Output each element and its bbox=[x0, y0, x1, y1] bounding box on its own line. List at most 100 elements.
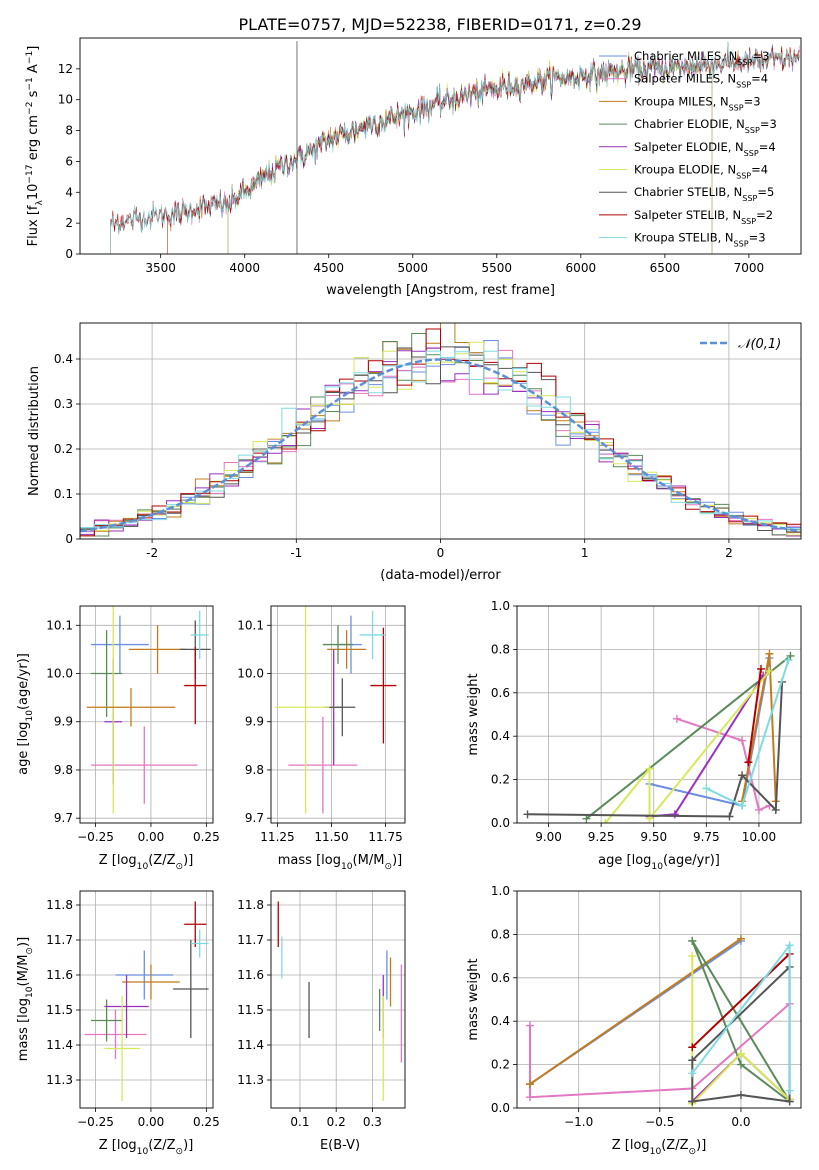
legend-label-kroupa_stelib-part: =3 bbox=[749, 231, 766, 245]
legend-label-salpeter_stelib-part: SSP bbox=[741, 216, 756, 225]
weight_vs_Z-frame bbox=[516, 890, 802, 1109]
weight_vs_Z-xlabel-part: Z [log bbox=[612, 1138, 650, 1153]
weight_vs_age-xtick-label: 9.00 bbox=[535, 830, 562, 844]
weight_vs_age-line-kroupa_elodie bbox=[604, 670, 771, 823]
weight_vs_age-axes: 9.00 9.25 9.50 9.75 10.00 0.0 0.2 0.4 0.6 0.8 1.0 bbox=[491, 599, 802, 844]
age_vs_mass-xtick-label: 11.75 bbox=[368, 830, 402, 844]
age_vs_mass-xlabel-part: 10 bbox=[341, 862, 353, 872]
spectrum-ytick-label: 0 bbox=[65, 247, 73, 261]
mass_vs_Z-point-chabrier_stelib bbox=[173, 940, 209, 1038]
residual_hist-frame bbox=[79, 322, 802, 540]
spectrum-ylabel-part: erg cm bbox=[26, 115, 41, 164]
spectrum-xtick-label: 4500 bbox=[313, 261, 344, 275]
mass_vs_ebv-ytick-label: 11.7 bbox=[237, 933, 264, 947]
spectrum-series-kroupa_stelib bbox=[110, 41, 800, 254]
legend-label-chabrier_miles-part: =3 bbox=[752, 49, 769, 63]
mass_vs_Z-xtick-label: −0.25 bbox=[77, 1115, 114, 1129]
age_vs_mass-xtick-label: 11.50 bbox=[314, 830, 348, 844]
weight_vs_age-marker-chabrier_stelib bbox=[738, 771, 747, 780]
weight_vs_age-marker-kroupa_miles bbox=[765, 649, 774, 658]
age_vs_mass-point-chabrier_stelib bbox=[329, 678, 356, 737]
weight_vs_age-ylabel: mass weight bbox=[466, 673, 481, 755]
residual_hist-ytick-label: 0 bbox=[65, 532, 73, 546]
mass_vs_Z-point-kroupa_stelib bbox=[190, 929, 209, 958]
weight_vs_age-line-salpeter_miles bbox=[676, 717, 770, 812]
legend-label-salpeter_miles-part: =4 bbox=[751, 72, 768, 86]
weight_vs_Z-marker-kroupa_miles bbox=[736, 934, 745, 943]
spectrum-ytick-label: 12 bbox=[58, 62, 73, 76]
age_vs_mass-ytick-label: 9.7 bbox=[245, 811, 264, 825]
residual_hist-ytick-label: 0.2 bbox=[54, 442, 73, 456]
weight_vs_Z-xlabel-part: (Z/Z bbox=[661, 1138, 688, 1153]
age_vs_mass-axes: 11.25 11.50 11.75 9.7 9.8 9.9 10.0 10.1 bbox=[237, 605, 406, 844]
mass_vs_Z-ylabel-part: mass [log bbox=[16, 998, 31, 1061]
residual_hist-ytick-label: 0.1 bbox=[54, 487, 73, 501]
mass_vs_Z-ylabel: mass [log10(M/M⊙)] bbox=[16, 937, 35, 1061]
weight_vs_age-xtick-label: 9.25 bbox=[588, 830, 615, 844]
age_vs_Z-ytick-label: 10.0 bbox=[46, 667, 73, 681]
weight_vs_Z-marker-chabrier_elodie bbox=[736, 1060, 745, 1069]
spectrum-legend: Chabrier MILES, NSSP=3 Salpeter MILES, NS… bbox=[599, 49, 777, 248]
mass_vs_Z-xlabel-part: (Z/Z bbox=[148, 1138, 175, 1153]
weight_vs_Z-line-chabrier_elodie bbox=[691, 940, 791, 1103]
age_vs_Z-frame bbox=[79, 605, 214, 824]
mass_vs_ebv-xtick-label: 0.2 bbox=[327, 1115, 346, 1129]
legend-label-kroupa_miles-part: Kroupa MILES, N bbox=[634, 94, 729, 108]
age_vs_Z-xtick-label: −0.25 bbox=[77, 830, 114, 844]
spectrum-xtick-label: 5500 bbox=[482, 261, 513, 275]
weight_vs_age-ytick-label: 0.2 bbox=[491, 773, 510, 787]
age_vs_mass-point-chabrier_elodie bbox=[322, 625, 354, 664]
weight_vs_Z-xtick-label: −1.0 bbox=[564, 1115, 593, 1129]
mass_vs_Z-point-salpeter_stelib bbox=[184, 901, 207, 947]
spectrum-ytick-label: 4 bbox=[65, 185, 73, 199]
legend-label-kroupa_miles-part: SSP bbox=[729, 103, 744, 112]
mass_vs_Z-ytick-label: 11.4 bbox=[46, 1038, 73, 1052]
weight_vs_age-plot-area bbox=[517, 606, 801, 823]
age_vs_mass-ytick-label: 9.8 bbox=[245, 763, 264, 777]
figure-title: PLATE=0757, MJD=52238, FIBERID=0171, z=0… bbox=[238, 15, 641, 34]
mass_vs_ebv-ytick-label: 11.4 bbox=[237, 1038, 264, 1052]
weight_vs_age-frame bbox=[516, 605, 802, 824]
spectrum-ylabel-part: A bbox=[26, 64, 41, 77]
weight_vs_Z-xtick-label: 0.0 bbox=[731, 1115, 750, 1129]
spectrum-xtick-label: 6500 bbox=[650, 261, 681, 275]
age_vs_mass-ytick-label: 10.1 bbox=[237, 618, 264, 632]
legend-label-kroupa_stelib-part: SSP bbox=[734, 239, 749, 248]
legend-label-chabrier_miles: Chabrier MILES, NSSP=3 bbox=[634, 49, 769, 67]
weight_vs_Z-marker-chabrier_stelib bbox=[688, 1097, 697, 1106]
weight_vs_Z-line-kroupa_miles bbox=[529, 937, 742, 1085]
age_vs_Z-ytick-label: 9.9 bbox=[54, 715, 73, 729]
weight_vs_age-marker-salpeter_miles bbox=[738, 736, 747, 745]
weight_vs_Z-marker-chabrier_stelib bbox=[736, 1090, 745, 1099]
weight_vs_Z-xlabel-part: ⊙ bbox=[689, 1147, 697, 1157]
weight_vs_Z-xlabel-part: )] bbox=[696, 1138, 706, 1153]
residual_hist-xtick-label: 0 bbox=[437, 546, 445, 560]
legend-label-salpeter_miles: Salpeter MILES, NSSP=4 bbox=[634, 72, 768, 90]
age_vs_mass-xlabel: mass [log10(M/M⊙)] bbox=[278, 853, 402, 872]
age_vs_mass-xlabel-part: mass [log bbox=[278, 853, 341, 868]
weight_vs_age-ytick-label: 0.6 bbox=[491, 686, 510, 700]
mass_vs_Z-ylabel-part: 10 bbox=[25, 986, 35, 998]
age_vs_mass-point-kroupa_elodie bbox=[275, 606, 336, 814]
legend-label-kroupa_elodie-part: Kroupa ELODIE, N bbox=[634, 163, 736, 177]
age_vs_Z-point-chabrier_elodie bbox=[91, 630, 123, 717]
weight_vs_age-marker-chabrier_elodie bbox=[786, 651, 795, 660]
age_vs_mass-point-salpeter_miles bbox=[288, 716, 358, 814]
spectrum-xtick-label: 3500 bbox=[145, 261, 176, 275]
weight_vs_Z-xtick-label: −0.5 bbox=[645, 1115, 674, 1129]
mass_vs_ebv-xtick-label: 0.1 bbox=[290, 1115, 309, 1129]
mass_vs_ebv-frame bbox=[270, 890, 406, 1109]
mass_vs_Z-ylabel-part: (M/M bbox=[16, 955, 31, 987]
weight_vs_age-marker-salpeter_miles bbox=[672, 714, 681, 723]
age_vs_mass-xtick-label: 11.25 bbox=[260, 830, 294, 844]
age_vs_Z-ylabel-part: age [log bbox=[16, 722, 31, 775]
weight_vs_age-ytick-label: 0.8 bbox=[491, 642, 510, 656]
mass_vs_Z-xlabel-part: ⊙ bbox=[176, 1147, 184, 1157]
age_vs_Z-plot-area bbox=[80, 606, 213, 823]
weight_vs_age-marker-kroupa_stelib bbox=[784, 656, 793, 665]
weight_vs_age-marker-salpeter_stelib bbox=[744, 758, 753, 767]
weight_vs_Z-marker-salpeter_miles bbox=[525, 1021, 534, 1030]
age_vs_Z-xlabel-part: 10 bbox=[137, 862, 149, 872]
weight_vs_age-xtick-label: 9.75 bbox=[693, 830, 720, 844]
